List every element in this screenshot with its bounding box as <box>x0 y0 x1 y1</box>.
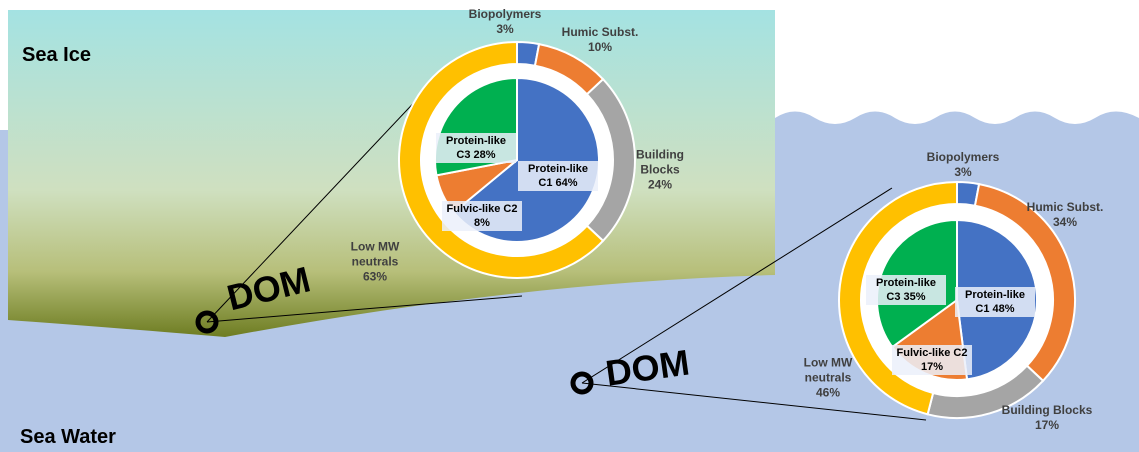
inner-label: Protein-like C1 64% <box>518 161 598 191</box>
value-label: 48% <box>992 303 1015 315</box>
category-label: Humic Subst. <box>1026 200 1104 214</box>
outer-slice <box>838 180 958 416</box>
value-label: 46% <box>815 385 841 400</box>
category-label: Protein-like C3 <box>876 277 936 303</box>
zoom-line <box>581 187 893 384</box>
outer-label: Biopolymers 3% <box>918 150 1008 180</box>
sea-ice-label: Sea Ice <box>22 44 91 66</box>
zoom-line <box>206 74 441 323</box>
category-label: Fulvic-like C2 <box>446 203 518 215</box>
value-label: 35% <box>903 291 926 303</box>
category-label: Humic Subst. <box>561 25 639 39</box>
inner-label: Protein-like C3 35% <box>866 275 946 305</box>
value-label: 24% <box>647 177 673 192</box>
category-label: Building Blocks <box>1001 403 1093 417</box>
category-label: Protein-like C1 <box>528 163 588 189</box>
value-label: 63% <box>362 269 388 284</box>
value-label: 34% <box>1052 215 1078 229</box>
category-label: Protein-like C1 <box>965 289 1025 315</box>
inner-label: Fulvic-like C2 8% <box>442 201 522 231</box>
sea-water-label: Sea Water <box>20 426 116 448</box>
inner-slice <box>452 76 600 243</box>
outer-label: Biopolymers 3% <box>460 7 550 37</box>
value-label: 3% <box>954 165 972 179</box>
inner-label: Protein-like C3 28% <box>436 133 516 163</box>
outer-label: Low MW neutrals 63% <box>335 240 415 285</box>
outer-label: Low MW neutrals 46% <box>788 356 868 401</box>
value-label: 64% <box>555 177 578 189</box>
outer-label: Humic Subst. 34% <box>1020 200 1110 230</box>
outer-label: Humic Subst. 10% <box>555 25 645 55</box>
zoom-line <box>206 295 523 323</box>
value-label: 8% <box>474 217 490 229</box>
inner-label: Fulvic-like C2 17% <box>892 345 972 375</box>
zoom-line <box>581 382 927 421</box>
outer-label: Building Blocks 24% <box>630 148 690 193</box>
dom-marker <box>570 371 594 395</box>
dom-marker <box>195 310 219 334</box>
outer-slice <box>398 40 605 279</box>
category-label: Biopolymers <box>468 7 542 21</box>
outer-label: Building Blocks 17% <box>992 403 1102 433</box>
category-label: Low MW neutrals <box>803 355 853 385</box>
value-label: 10% <box>587 40 613 54</box>
category-label: Fulvic-like C2 <box>896 347 968 359</box>
category-label: Protein-like C3 <box>446 135 506 161</box>
value-label: 3% <box>496 22 514 36</box>
value-label: 17% <box>1034 418 1060 432</box>
category-label: Biopolymers <box>926 150 1000 164</box>
value-label: 17% <box>920 361 944 373</box>
value-label: 28% <box>473 149 496 161</box>
category-label: Building Blocks <box>636 147 684 177</box>
category-label: Low MW neutrals <box>350 239 400 269</box>
inner-label: Protein-like C1 48% <box>955 287 1035 317</box>
